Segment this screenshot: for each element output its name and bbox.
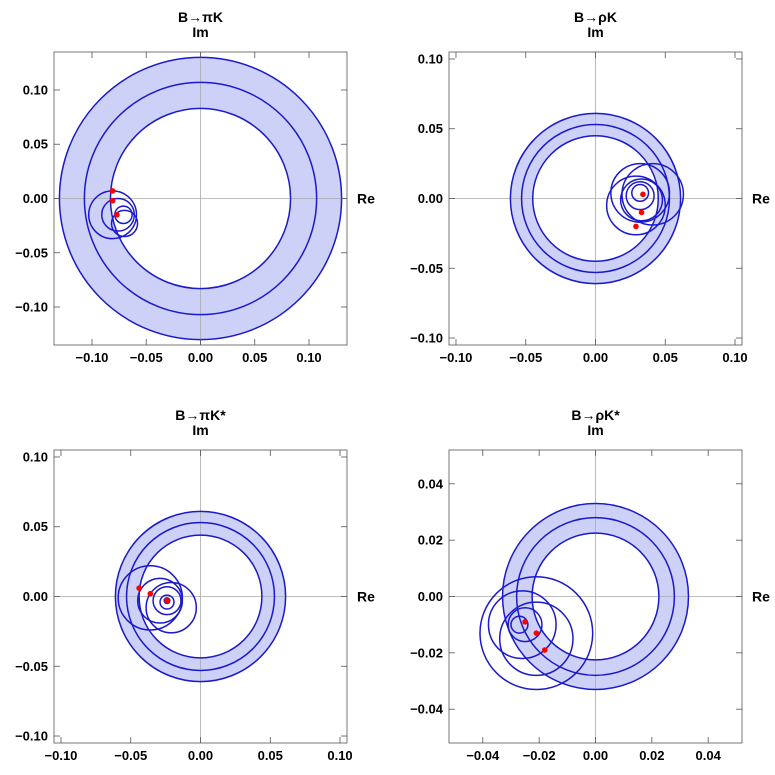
amplitude-circle (159, 594, 175, 610)
y-axis-label: Im (587, 24, 603, 40)
x-tick-label: 0.04 (696, 748, 722, 763)
x-axis-label: Re (357, 589, 375, 605)
panel-title: B→πK (178, 9, 223, 25)
y-tick-label: −0.02 (410, 645, 443, 660)
x-tick-label: −0.05 (509, 350, 542, 365)
band-inner-circle (531, 134, 660, 263)
x-tick-label: −0.05 (130, 350, 163, 365)
x-tick-label: 0.10 (327, 748, 352, 763)
amplitude-circle (487, 590, 557, 660)
panel-title: B→ρK (574, 9, 617, 25)
y-tick-label: 0.00 (418, 589, 443, 604)
x-tick-label: −0.04 (466, 748, 500, 763)
amplitude-circle (479, 576, 594, 691)
x-tick-label: 0.02 (639, 748, 664, 763)
amplitude-circle (110, 209, 139, 238)
data-point (136, 585, 142, 591)
band-inner-circle (531, 532, 660, 661)
y-axis-label: Im (192, 24, 208, 40)
panel-3: −0.10 −0.05 0.00 0.05 0.10 0.10 0.05 0.00 −0.05 −… (15, 407, 375, 763)
data-point (109, 188, 116, 194)
data-point (541, 647, 548, 653)
band-outer-circle (114, 510, 287, 683)
x-tick-label: 0.00 (583, 748, 608, 763)
x-tick-label: −0.02 (523, 748, 556, 763)
data-point (640, 191, 646, 198)
amplitude-circle (152, 585, 182, 616)
plot-area (54, 52, 347, 345)
data-point (522, 619, 528, 625)
x-axis-label: Re (752, 191, 770, 207)
amplitude-circle (619, 178, 664, 222)
y-axis-label: Im (587, 422, 603, 438)
amplitude-circle (625, 181, 655, 211)
amplitude-circle (136, 577, 184, 624)
y-tick-label: −0.05 (410, 261, 443, 276)
x-tick-label: 0.00 (188, 748, 213, 763)
y-tick-label: −0.05 (15, 659, 48, 674)
x-tick-label: 0.05 (242, 350, 267, 365)
x-tick-label: 0.10 (722, 350, 747, 365)
x-tick-label: −0.10 (45, 748, 78, 763)
y-tick-label: −0.10 (410, 331, 443, 346)
y-tick-label: 0.05 (23, 137, 48, 152)
panel-4: −0.04 −0.02 0.00 0.02 0.04 0.04 0.02 0.00 −0.02 −… (410, 407, 770, 763)
y-tick-label: −0.04 (410, 702, 444, 717)
amplitude-circle (145, 581, 198, 634)
x-tick-label: 0.10 (296, 350, 321, 365)
uncertainty-band (502, 503, 689, 690)
x-tick-label: −0.10 (76, 350, 109, 365)
amplitude-circle (498, 601, 574, 677)
plot-area (449, 52, 742, 345)
y-tick-label: 0.00 (23, 589, 48, 604)
x-tick-label: 0.00 (583, 350, 608, 365)
y-tick-label: 0.02 (418, 533, 443, 548)
data-point (533, 630, 540, 636)
panel-title: B→πK* (175, 407, 226, 423)
plot-area (54, 450, 347, 743)
y-tick-label: 0.04 (418, 476, 444, 491)
band-mid-circle (515, 516, 676, 677)
y-tick-label: −0.10 (15, 729, 48, 744)
y-tick-label: −0.10 (15, 300, 48, 315)
x-tick-label: 0.00 (188, 350, 213, 365)
band-inner-circle (138, 534, 263, 659)
y-axis-label: Im (192, 422, 208, 438)
data-point (114, 211, 120, 218)
band-inner-circle (109, 107, 292, 290)
y-tick-label: 0.10 (23, 449, 48, 464)
amplitude-circle (631, 183, 650, 203)
data-point (109, 197, 116, 204)
y-tick-label: 0.00 (23, 191, 48, 206)
data-point (638, 209, 645, 216)
band-mid-circle (125, 521, 276, 672)
plot-area (449, 450, 742, 743)
panel-title: B→ρK* (571, 407, 620, 423)
x-tick-label: 0.05 (653, 350, 678, 365)
x-tick-label: −0.05 (114, 748, 147, 763)
band-mid-circle (83, 81, 318, 316)
x-tick-label: 0.05 (258, 748, 283, 763)
panel-1: −0.10 −0.05 0.00 0.05 0.10 0.10 0.05 0.00 −0.05 −… (15, 9, 375, 365)
amplitude-circle (510, 615, 529, 634)
band-outer-circle (509, 112, 682, 285)
data-point (147, 590, 154, 597)
x-axis-label: Re (752, 589, 770, 605)
y-tick-label: 0.10 (418, 51, 443, 66)
y-tick-label: −0.05 (15, 245, 48, 260)
amplitude-circle (507, 607, 543, 643)
x-tick-label: −0.10 (440, 350, 473, 365)
x-axis-label: Re (357, 191, 375, 207)
y-tick-label: 0.05 (23, 519, 48, 534)
y-tick-label: 0.00 (418, 191, 443, 206)
amplitude-circle (621, 162, 685, 226)
y-tick-label: 0.05 (418, 121, 443, 136)
amplitude-circle (605, 175, 667, 236)
y-tick-label: 0.10 (23, 82, 48, 97)
data-point (164, 597, 170, 604)
panel-2: −0.10 −0.05 0.00 0.05 0.10 0.10 0.05 0.00 −0.05 −… (410, 9, 770, 365)
data-point (633, 223, 639, 230)
